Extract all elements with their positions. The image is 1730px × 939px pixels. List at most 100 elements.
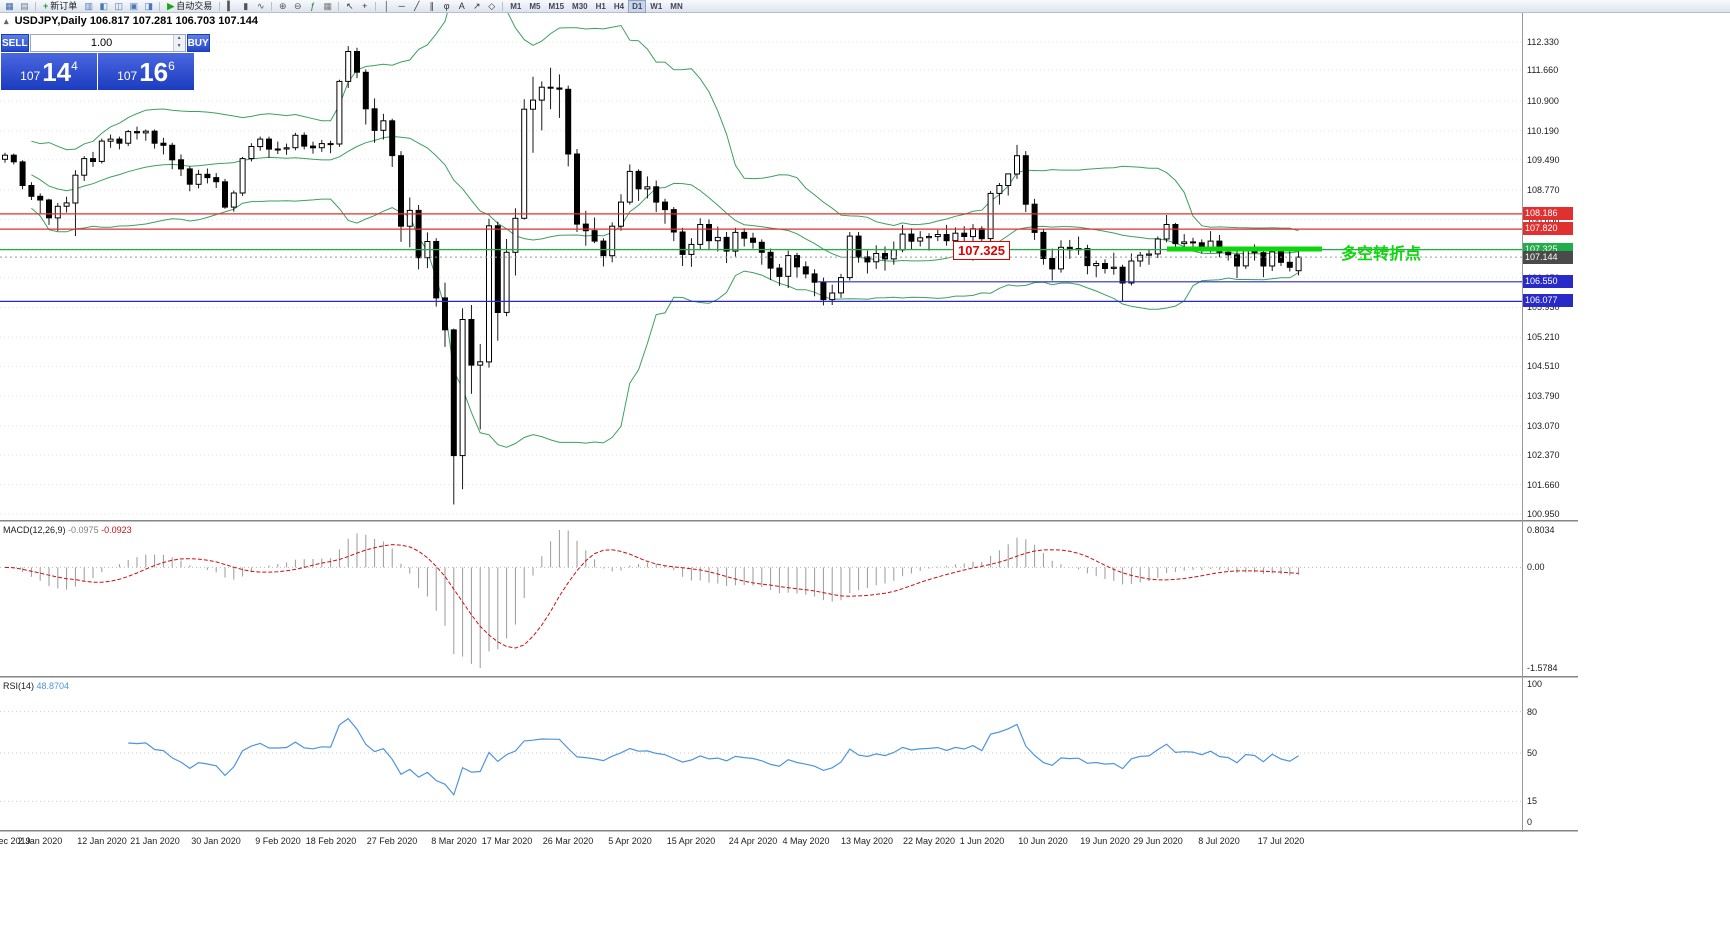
- panel-resize-handle[interactable]: [0, 676, 1578, 678]
- navigator-icon[interactable]: ◫: [114, 0, 124, 11]
- time-axis-label: 24 Apr 2020: [728, 836, 778, 846]
- time-axis-label: 15 Apr 2020: [666, 836, 716, 846]
- timeframe-m5[interactable]: M5: [529, 1, 541, 11]
- timeframe-m30[interactable]: M30: [572, 1, 588, 11]
- volume-box: ▲ ▼: [29, 34, 186, 52]
- timeframe-m1[interactable]: M1: [510, 1, 522, 11]
- panel-resize-handle[interactable]: [0, 830, 1578, 832]
- macd-panel[interactable]: [0, 522, 1522, 676]
- annotation-text: 多空转折点: [1341, 246, 1422, 263]
- time-axis-label: 13 May 2020: [840, 836, 894, 846]
- macd-scale-zero: 0.00: [1527, 562, 1545, 572]
- panel-resize-handle[interactable]: [0, 520, 1578, 522]
- horizontal-line-icon[interactable]: ─: [398, 0, 405, 11]
- chart-window-icon[interactable]: ▦: [5, 0, 14, 11]
- indicators-icon[interactable]: ƒ: [310, 0, 316, 11]
- current-price-tag: 107.144: [1523, 251, 1573, 264]
- rsi-scale-label: 50: [1527, 748, 1538, 758]
- time-axis-label: 18 Feb 2020: [305, 836, 357, 846]
- tile-windows-icon[interactable]: ▦: [323, 0, 332, 11]
- time-axis-label: 9 Feb 2020: [255, 836, 301, 846]
- fibonacci-icon[interactable]: φ: [443, 0, 450, 11]
- toolbar: ▦ ▤ + 新订单 ▥ ◧ ◫ ▣ ◨ ▶ 自动交易 ▍ ▮ ∿ ⊕ ⊖ ƒ ▦ ↖ + │ ─ ╱ ∥ φ A ↗ ◇ M1 M5 M15…: [0, 0, 1730, 13]
- buy-price-display[interactable]: 107 16 6: [98, 53, 194, 90]
- candlestick-series: [2, 46, 1302, 505]
- symbol-period-label: USDJPY,Daily: [14, 15, 87, 27]
- price-tag-106.550: 106.550: [1523, 275, 1573, 288]
- price-tag-106.077: 106.077: [1523, 294, 1573, 307]
- volume-up-button[interactable]: ▲: [173, 35, 185, 43]
- line-chart-icon[interactable]: ∿: [256, 0, 265, 11]
- vertical-line-icon[interactable]: │: [383, 0, 390, 11]
- timeframe-h4[interactable]: H4: [613, 1, 625, 11]
- timeframe-mn[interactable]: MN: [670, 1, 683, 11]
- price-callout: 107.325: [953, 241, 1010, 260]
- time-axis-label: 22 May 2020: [902, 836, 956, 846]
- timeframe-h1[interactable]: H1: [595, 1, 606, 11]
- price-scale-label: 105.210: [1527, 332, 1560, 342]
- volume-down-button[interactable]: ▼: [173, 43, 185, 51]
- sell-button[interactable]: SELL: [1, 34, 29, 52]
- autotrading-icon: ▶: [167, 0, 175, 11]
- price-tag-108.186: 108.186: [1523, 207, 1573, 220]
- text-icon[interactable]: A: [458, 0, 465, 11]
- time-axis-label: 21 Jan 2020: [130, 836, 180, 846]
- arrow-icon[interactable]: ↗: [472, 0, 481, 11]
- volume-input[interactable]: [30, 35, 173, 51]
- autotrading-button[interactable]: ▶ 自动交易: [164, 1, 215, 12]
- macd-scale-min: -1.5784: [1527, 663, 1558, 673]
- time-axis-label: 19 Jun 2020: [1080, 836, 1130, 846]
- price-grid: [0, 41, 1522, 515]
- new-order-button[interactable]: + 新订单: [40, 1, 80, 12]
- price-scale-label: 110.190: [1527, 126, 1559, 136]
- zoom-in-icon[interactable]: ⊕: [278, 0, 287, 11]
- buy-price-prefix: 107: [117, 68, 138, 83]
- time-axis-label: 4 May 2020: [782, 836, 830, 846]
- trendline-icon[interactable]: ╱: [414, 0, 420, 11]
- candlestick-chart-icon[interactable]: ▮: [243, 0, 249, 11]
- zoom-out-icon[interactable]: ⊖: [293, 0, 302, 11]
- bollinger-bands: [31, 13, 1299, 448]
- price-scale-label: 109.490: [1527, 155, 1560, 165]
- price-scale-label: 104.510: [1527, 361, 1560, 371]
- timeframe-m15[interactable]: M15: [548, 1, 565, 11]
- sell-price-display[interactable]: 107 14 4: [1, 53, 97, 90]
- crosshair-icon[interactable]: +: [362, 0, 368, 11]
- shapes-icon[interactable]: ◇: [488, 0, 496, 11]
- price-scale-label: 103.070: [1527, 421, 1560, 431]
- price-scale-label: 112.330: [1527, 37, 1559, 47]
- cursor-icon[interactable]: ↖: [345, 0, 354, 11]
- toolbar-separator: [219, 1, 221, 11]
- channel-icon[interactable]: ∥: [429, 0, 434, 11]
- strategy-tester-icon[interactable]: ◨: [144, 0, 154, 11]
- price-scale-label: 110.900: [1527, 96, 1559, 106]
- toolbar-separator: [502, 1, 504, 11]
- one-click-collapse-icon[interactable]: ▴: [4, 16, 9, 26]
- bars-chart-icon[interactable]: ▍: [227, 0, 235, 11]
- toolbar-separator: [35, 1, 36, 11]
- time-axis-label: 26 Mar 2020: [542, 836, 594, 846]
- main-chart[interactable]: [0, 13, 1522, 520]
- time-axis-label: 17 Jul 2020: [1257, 836, 1305, 846]
- autotrading-button-label: 自动交易: [176, 0, 213, 11]
- timeframe-w1[interactable]: W1: [650, 1, 663, 11]
- data-window-icon[interactable]: ◧: [99, 0, 109, 11]
- rsi-line: [128, 717, 1299, 797]
- macd-signal-value: -0.0923: [101, 525, 132, 535]
- profiles-icon[interactable]: ▤: [20, 0, 29, 11]
- rsi-scale-label: 0: [1527, 817, 1533, 827]
- market-watch-icon[interactable]: ▥: [84, 0, 94, 11]
- rsi-panel[interactable]: [0, 678, 1522, 830]
- new-order-icon: +: [43, 0, 49, 11]
- rsi-scale-label: 15: [1527, 796, 1538, 806]
- rsi-value: 48.8704: [36, 681, 70, 691]
- buy-price-big: 16: [139, 56, 169, 87]
- rsi-label: RSI(14) 48.8704: [3, 681, 69, 691]
- buy-button[interactable]: BUY: [186, 34, 210, 52]
- price-scale-label: 108.050: [1527, 215, 1560, 225]
- terminal-icon[interactable]: ▣: [129, 0, 139, 11]
- timeframe-d1[interactable]: D1: [628, 0, 647, 13]
- rsi-scale-label: 100: [1527, 679, 1543, 689]
- price-scale-label: 101.660: [1527, 480, 1560, 490]
